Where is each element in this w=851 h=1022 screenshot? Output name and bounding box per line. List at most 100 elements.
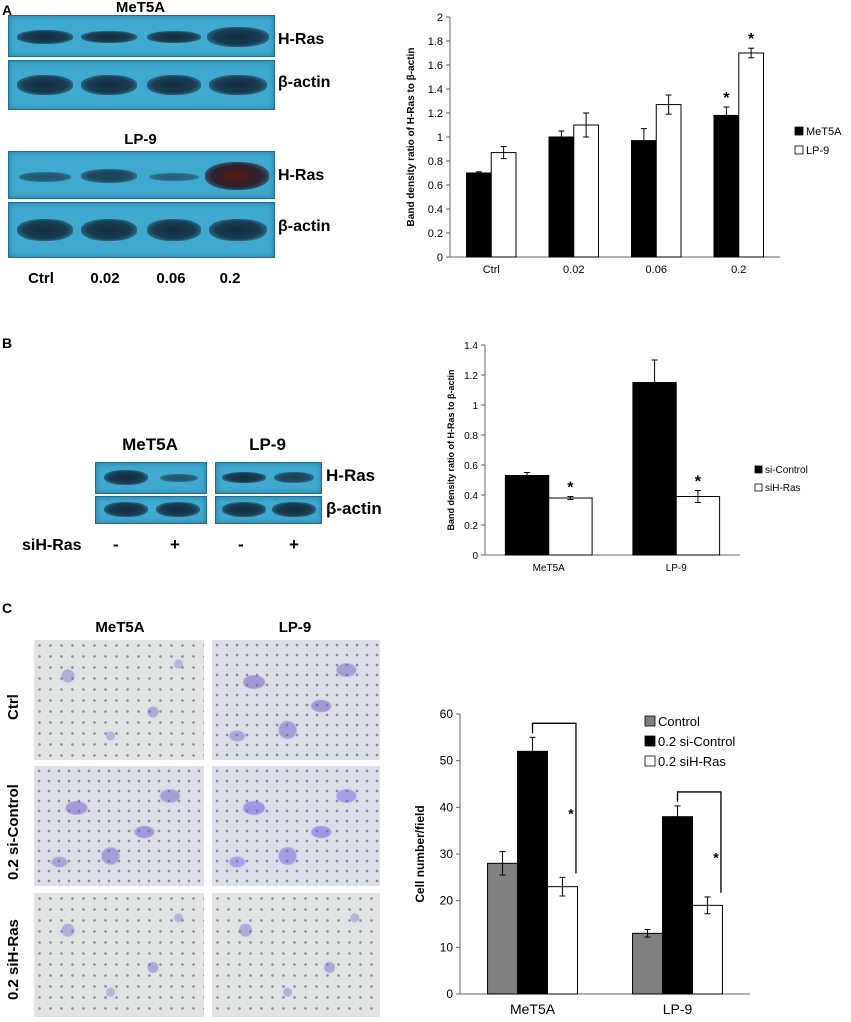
legend-label: 0.2 siH-Ras xyxy=(658,754,726,769)
label-actin-a2: β-actin xyxy=(278,218,331,235)
legend-label: LP-9 xyxy=(806,145,829,157)
bar xyxy=(490,152,517,258)
lane-sign-1: - xyxy=(113,535,119,554)
micrograph-lp9-ctrl xyxy=(212,640,380,760)
y-axis-label: Band density ratio of H-Ras to β-actin xyxy=(446,369,456,530)
legend-swatch xyxy=(644,735,656,747)
blot-met5a-actin xyxy=(8,60,275,110)
blot-title-b-met5a: MeT5A xyxy=(122,435,178,454)
bar xyxy=(517,750,548,995)
bar xyxy=(504,475,550,556)
row-label-sicontrol: 0.2 si-Control xyxy=(5,784,22,880)
legend-label: siH-Ras xyxy=(765,483,801,494)
chart-a: 0 0.2 0.4 0.6 0.8 1 1.2 1.4 1.6 1.8 2 Band density … xyxy=(406,12,842,276)
y-tick-label: 0 xyxy=(472,551,478,562)
bar xyxy=(548,497,593,556)
x-tick-label: LP-9 xyxy=(666,563,688,574)
y-axis-label: Band density ratio of H-Ras to β-actin xyxy=(406,48,417,227)
bar xyxy=(675,496,721,556)
blot-b-met5a-hras xyxy=(95,462,207,494)
x-tick-label: MeT5A xyxy=(510,1001,556,1017)
y-tick-label: 2 xyxy=(437,12,443,24)
blot-b-met5a-actin xyxy=(95,496,207,524)
y-tick-label: 60 xyxy=(440,707,454,721)
legend-swatch xyxy=(794,145,804,155)
row-label-sihras: 0.2 siH-Ras xyxy=(5,919,22,1000)
lane-sign-3: - xyxy=(238,535,244,554)
panel-letter-a: A xyxy=(2,2,13,18)
label-hras-a2: H-Ras xyxy=(278,167,325,184)
significance-star: * xyxy=(567,480,574,497)
legend-swatch xyxy=(644,715,656,727)
blot-title-met5a: MeT5A xyxy=(115,0,166,16)
y-tick-label: 0.2 xyxy=(428,228,443,240)
legend-swatch xyxy=(644,755,656,767)
x-tick-label: LP-9 xyxy=(663,1001,693,1017)
y-tick-label: 1.4 xyxy=(464,341,478,352)
bar xyxy=(573,124,599,258)
y-tick-label: 1 xyxy=(472,401,478,412)
lane-label-0-02: 0.02 xyxy=(90,270,120,287)
y-tick-label: 0.6 xyxy=(464,461,478,472)
bar xyxy=(655,104,682,258)
y-tick-label: 1.4 xyxy=(428,84,443,96)
blot-b-lp9-hras xyxy=(215,462,322,494)
bar xyxy=(662,816,693,995)
y-tick-label: 0.4 xyxy=(464,491,478,502)
y-tick-label: 1.8 xyxy=(428,36,443,48)
y-tick-label: 0.2 xyxy=(464,521,478,532)
y-tick-label: 1 xyxy=(437,132,443,144)
legend-swatch xyxy=(754,483,763,492)
blot-lp9-hras xyxy=(8,151,275,199)
bar xyxy=(631,140,657,258)
bar xyxy=(466,172,492,258)
y-tick-label: 1.2 xyxy=(464,371,478,382)
y-tick-label: 1.6 xyxy=(428,60,443,72)
significance-star: * xyxy=(748,31,755,48)
chart-c: 0 10 20 30 40 50 60 Cell number/field MeT5A LP-9 *… xyxy=(413,707,750,1017)
blot-met5a-hras xyxy=(8,15,275,57)
chart-b: 0 0.2 0.4 0.6 0.8 1 1.2 1.4 Band density ratio o… xyxy=(446,341,808,574)
legend-label: 0.2 si-Control xyxy=(658,734,735,749)
bar xyxy=(487,862,519,995)
label-hras-b: H-Ras xyxy=(326,466,376,485)
y-tick-label: 0.8 xyxy=(428,156,443,168)
y-tick-label: 20 xyxy=(440,894,454,908)
col-title-lp9: LP-9 xyxy=(278,619,312,636)
x-tick-label: 0.06 xyxy=(646,264,667,276)
y-tick-label: 50 xyxy=(440,754,454,768)
y-tick-label: 10 xyxy=(440,940,454,954)
x-tick-label: 0.02 xyxy=(563,264,584,276)
bar xyxy=(632,932,664,995)
lane-label-0-06: 0.06 xyxy=(156,270,186,287)
micrograph-met5a-sihras xyxy=(34,893,204,1017)
y-tick-label: 40 xyxy=(440,800,454,814)
label-actin-b: β-actin xyxy=(326,499,382,518)
significance-star: * xyxy=(713,849,719,865)
y-tick-label: 0.4 xyxy=(428,204,443,216)
x-tick-label: MeT5A xyxy=(533,563,566,574)
lane-sign-4: + xyxy=(289,535,299,554)
panel-letter-b: B xyxy=(2,335,13,351)
significance-star: * xyxy=(568,805,574,821)
legend-label: Control xyxy=(658,714,700,729)
legend-label: si-Control xyxy=(765,465,808,476)
y-tick-label: 0 xyxy=(446,987,453,1001)
y-tick-label: 0.6 xyxy=(428,180,443,192)
lane-label-0-2: 0.2 xyxy=(219,270,241,287)
legend-swatch xyxy=(794,126,804,136)
y-tick-label: 30 xyxy=(440,847,454,861)
label-hras-a1: H-Ras xyxy=(278,31,325,48)
bar xyxy=(546,886,578,995)
micrograph-lp9-sihras xyxy=(212,893,380,1017)
micrograph-met5a-ctrl xyxy=(34,640,204,760)
bar xyxy=(548,136,575,258)
micrograph-met5a-sicontrol xyxy=(34,766,204,886)
blot-title-b-lp9: LP-9 xyxy=(249,435,286,454)
row-label-ctrl: Ctrl xyxy=(5,694,22,720)
y-tick-label: 0.8 xyxy=(464,431,478,442)
lane-sign-2: + xyxy=(170,535,180,554)
x-tick-label: Ctrl xyxy=(483,264,500,276)
x-tick-label: 0.2 xyxy=(731,264,746,276)
significance-bracket xyxy=(676,791,722,893)
